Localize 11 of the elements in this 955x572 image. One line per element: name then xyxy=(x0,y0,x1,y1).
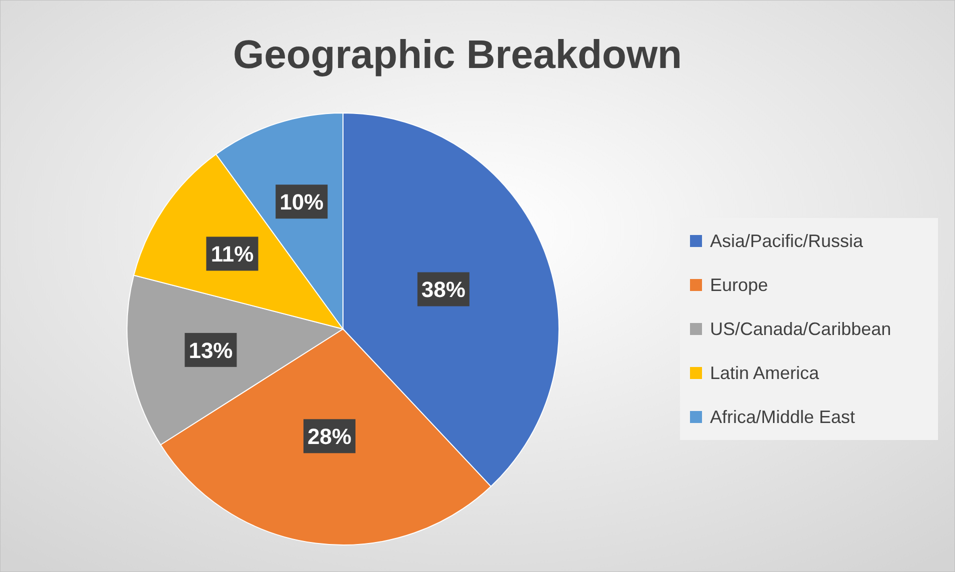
legend-label: US/Canada/Caribbean xyxy=(710,319,892,339)
data-label: 11% xyxy=(210,242,254,267)
legend-label: Latin America xyxy=(710,363,820,383)
data-label: 13% xyxy=(188,338,233,363)
legend-label: Asia/Pacific/Russia xyxy=(710,231,864,251)
legend-label: Africa/Middle East xyxy=(710,407,856,427)
data-label: 38% xyxy=(421,277,466,302)
data-label: 10% xyxy=(280,190,324,215)
data-label: 28% xyxy=(307,424,352,450)
legend-label: Europe xyxy=(710,275,768,295)
chart-title: Geographic Breakdown xyxy=(233,33,682,77)
